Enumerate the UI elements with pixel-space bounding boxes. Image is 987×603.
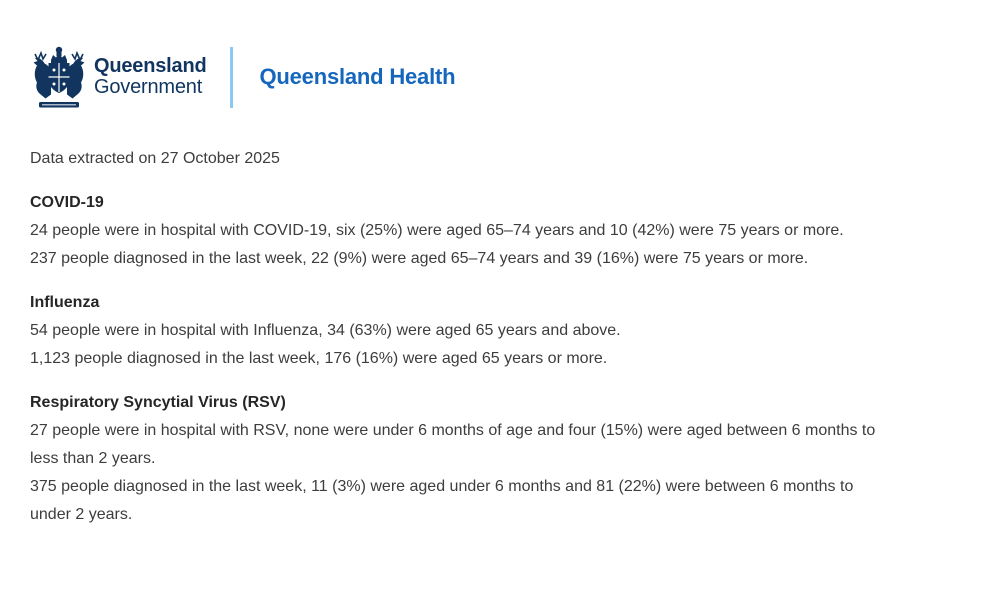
covid19-diagnosed-text: 237 people diagnosed in the last week, 2… [30, 250, 809, 267]
section-title-rsv: Respiratory Syncytial Virus (RSV) [30, 394, 286, 411]
wordmark-line1: Queensland [94, 55, 207, 77]
section-covid19: COVID-19 24 people were in hospital with… [30, 189, 885, 273]
header-divider [230, 46, 234, 108]
main-content: Data extracted on 27 October 2025 COVID-… [30, 145, 885, 529]
section-influenza: Influenza 54 people were in hospital wit… [30, 289, 885, 373]
data-extracted-text: Data extracted on 27 October 2025 [30, 150, 280, 167]
coat-of-arms-icon [30, 45, 88, 109]
queensland-government-wordmark[interactable]: Queensland Government [94, 55, 207, 98]
wordmark-line2: Government [94, 76, 203, 98]
rsv-diagnosed-text: 375 people diagnosed in the last week, 1… [30, 478, 854, 523]
section-title-influenza: Influenza [30, 294, 100, 311]
site-title[interactable]: Queensland Health [259, 64, 456, 89]
influenza-diagnosed-text: 1,123 people diagnosed in the last week,… [30, 350, 608, 367]
site-header: Queensland Government Queensland Health [30, 44, 987, 110]
covid19-hospital-text: 24 people were in hospital with COVID-19… [30, 222, 844, 239]
queensland-government-logo[interactable] [30, 45, 88, 109]
section-title-covid19: COVID-19 [30, 194, 104, 211]
influenza-hospital-text: 54 people were in hospital with Influenz… [30, 322, 621, 339]
section-rsv: Respiratory Syncytial Virus (RSV) 27 peo… [30, 389, 885, 529]
rsv-hospital-text: 27 people were in hospital with RSV, non… [30, 422, 876, 467]
